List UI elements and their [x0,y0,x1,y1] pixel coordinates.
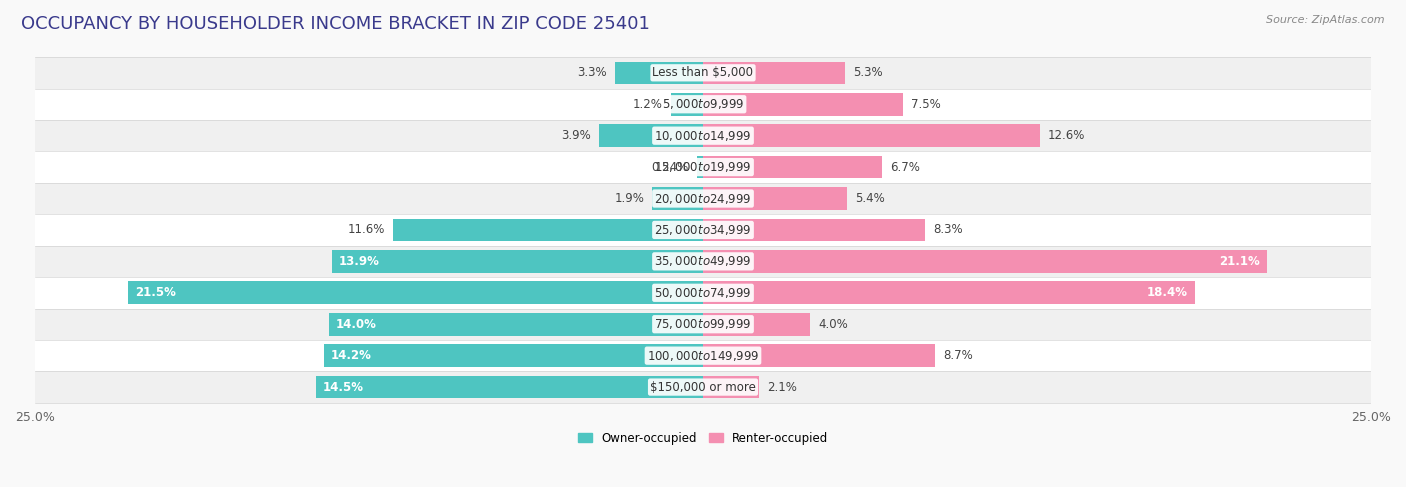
Bar [35,308,1371,340]
Bar [703,93,904,115]
Bar [35,214,1371,245]
Bar [323,344,703,367]
Text: 21.5%: 21.5% [135,286,176,300]
Text: 14.5%: 14.5% [322,380,363,393]
Text: 21.1%: 21.1% [1219,255,1260,268]
Text: 5.4%: 5.4% [855,192,884,205]
Bar [35,57,1371,89]
Text: 14.2%: 14.2% [330,349,371,362]
Text: $75,000 to $99,999: $75,000 to $99,999 [654,317,752,331]
Bar [703,219,925,241]
Text: 5.3%: 5.3% [852,66,883,79]
Text: 8.3%: 8.3% [932,224,963,237]
Text: 18.4%: 18.4% [1147,286,1188,300]
Bar [35,372,1371,403]
Bar [614,61,703,84]
Text: 11.6%: 11.6% [347,224,385,237]
Bar [35,245,1371,277]
Bar [128,281,703,304]
Bar [35,120,1371,151]
Text: 2.1%: 2.1% [768,380,797,393]
Bar [703,250,1267,273]
Bar [696,156,703,178]
Bar [332,250,703,273]
Text: 7.5%: 7.5% [911,98,941,111]
Text: $5,000 to $9,999: $5,000 to $9,999 [662,97,744,111]
Bar [394,219,703,241]
Bar [35,277,1371,308]
Text: 1.2%: 1.2% [633,98,662,111]
Legend: Owner-occupied, Renter-occupied: Owner-occupied, Renter-occupied [572,427,834,450]
Text: $150,000 or more: $150,000 or more [650,380,756,393]
Text: 4.0%: 4.0% [818,318,848,331]
Text: 1.9%: 1.9% [614,192,644,205]
Text: $50,000 to $74,999: $50,000 to $74,999 [654,286,752,300]
Bar [703,376,759,398]
Text: Source: ZipAtlas.com: Source: ZipAtlas.com [1267,15,1385,25]
Bar [35,183,1371,214]
Bar [329,313,703,336]
Text: OCCUPANCY BY HOUSEHOLDER INCOME BRACKET IN ZIP CODE 25401: OCCUPANCY BY HOUSEHOLDER INCOME BRACKET … [21,15,650,33]
Text: $15,000 to $19,999: $15,000 to $19,999 [654,160,752,174]
Bar [703,156,882,178]
Bar [35,340,1371,372]
Bar [703,187,848,210]
Bar [315,376,703,398]
Text: $20,000 to $24,999: $20,000 to $24,999 [654,191,752,206]
Text: $25,000 to $34,999: $25,000 to $34,999 [654,223,752,237]
Bar [671,93,703,115]
Text: 3.3%: 3.3% [578,66,607,79]
Text: 14.0%: 14.0% [336,318,377,331]
Bar [703,281,1195,304]
Bar [35,89,1371,120]
Text: 12.6%: 12.6% [1047,129,1085,142]
Bar [35,151,1371,183]
Bar [703,124,1039,147]
Text: 13.9%: 13.9% [339,255,380,268]
Bar [703,344,935,367]
Text: 6.7%: 6.7% [890,161,920,173]
Text: 0.24%: 0.24% [651,161,689,173]
Bar [703,61,845,84]
Text: $35,000 to $49,999: $35,000 to $49,999 [654,254,752,268]
Bar [703,313,810,336]
Text: $100,000 to $149,999: $100,000 to $149,999 [647,349,759,363]
Bar [652,187,703,210]
Bar [599,124,703,147]
Text: 8.7%: 8.7% [943,349,973,362]
Text: Less than $5,000: Less than $5,000 [652,66,754,79]
Text: $10,000 to $14,999: $10,000 to $14,999 [654,129,752,143]
Text: 3.9%: 3.9% [561,129,591,142]
